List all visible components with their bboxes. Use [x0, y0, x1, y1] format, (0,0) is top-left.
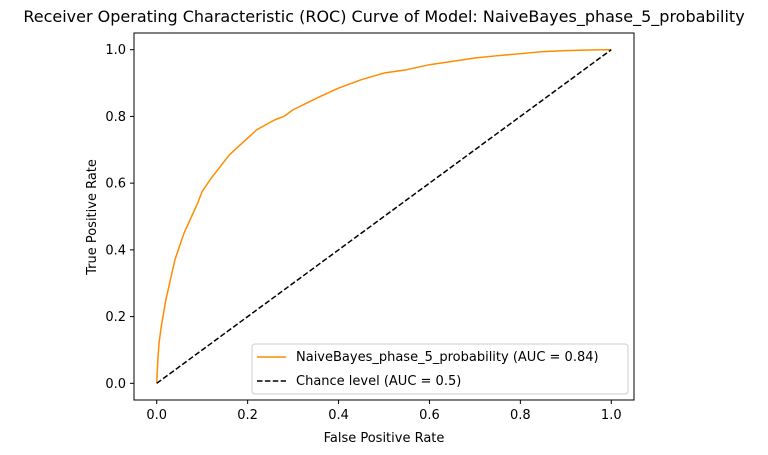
- x-tick-label: 0.6: [419, 408, 440, 423]
- x-tick-label: 0.4: [328, 408, 349, 423]
- x-tick-label: 0.2: [237, 408, 258, 423]
- x-tick-label: 0.8: [510, 408, 531, 423]
- y-tick-label: 0.2: [105, 310, 126, 325]
- x-axis-ticks: 0.0 0.2 0.4 0.6 0.8 1.0: [146, 400, 622, 423]
- x-tick-label: 0.0: [146, 408, 167, 423]
- x-tick-label: 1.0: [601, 408, 622, 423]
- legend-label-naivebayes: NaiveBayes_phase_5_probability (AUC = 0.…: [296, 350, 599, 365]
- legend: NaiveBayes_phase_5_probability (AUC = 0.…: [251, 343, 629, 395]
- series-layer: [155, 48, 612, 384]
- x-axis-label: False Positive Rate: [324, 431, 445, 446]
- y-tick-label: 0.4: [105, 243, 126, 258]
- y-axis-label: True Positive Rate: [85, 159, 100, 276]
- chance-level-line: [156, 49, 612, 384]
- plot-area: [133, 32, 635, 401]
- y-tick-label: 1.0: [105, 43, 126, 58]
- y-tick-label: 0.8: [105, 110, 126, 125]
- y-axis-ticks: 0.0 0.2 0.4 0.6 0.8 1.0: [105, 43, 134, 392]
- legend-box: [251, 343, 629, 395]
- plot-frame: [133, 32, 635, 401]
- legend-label-chance: Chance level (AUC = 0.5): [296, 374, 461, 389]
- y-tick-label: 0.6: [105, 177, 126, 192]
- y-tick-label: 0.0: [105, 377, 126, 392]
- roc-curve-line: [155, 48, 612, 384]
- chart-title: Receiver Operating Characteristic (ROC) …: [23, 7, 744, 27]
